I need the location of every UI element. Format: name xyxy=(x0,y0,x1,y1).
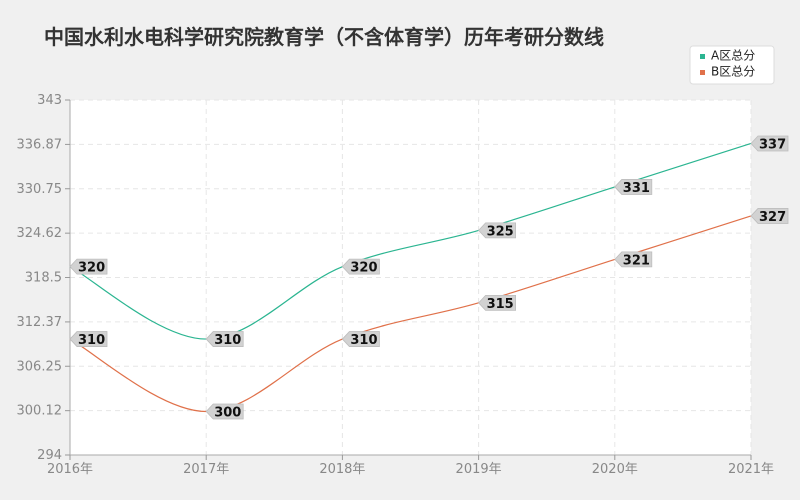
legend: A区总分 B区总分 xyxy=(689,45,775,85)
y-tick-label: 306.25 xyxy=(17,359,63,374)
legend-label: B区总分 xyxy=(711,65,755,79)
x-tick-label: 2019年 xyxy=(456,462,502,477)
data-label-text: 310 xyxy=(78,333,105,348)
data-label-bg xyxy=(614,179,653,195)
data-label-bg xyxy=(205,403,244,420)
data-label: 315 xyxy=(478,294,516,312)
legend-marker xyxy=(700,70,705,75)
data-label-text: 327 xyxy=(759,210,786,225)
x-tick-label: 2021年 xyxy=(728,462,774,477)
y-tick-label: 324.62 xyxy=(17,226,63,241)
data-label: 321 xyxy=(614,251,653,268)
x-tick-label: 2017年 xyxy=(183,462,229,477)
y-tick-label: 312.37 xyxy=(17,315,63,330)
data-label-bg xyxy=(750,135,789,152)
data-label-bg xyxy=(69,331,108,347)
data-label-text: 337 xyxy=(759,137,786,152)
data-label-text: 300 xyxy=(214,406,241,421)
data-label-text: 310 xyxy=(350,333,377,348)
x-axis-ticks: 2016年 2017年 2018年 2019年 2020年 2021年 xyxy=(47,455,774,477)
data-label-bg xyxy=(750,208,789,224)
legend-marker xyxy=(700,54,705,59)
y-tick-label: 336.87 xyxy=(17,137,63,152)
data-label-bg xyxy=(614,251,653,268)
y-tick-label: 330.75 xyxy=(17,182,63,197)
data-label: 310 xyxy=(341,331,380,348)
legend-box xyxy=(689,45,775,85)
data-label-text: 320 xyxy=(78,261,105,276)
data-label: 310 xyxy=(69,331,108,348)
data-label-text: 310 xyxy=(214,333,241,348)
data-label-bg xyxy=(205,331,244,347)
data-labels-group: 320 310 320 325 331 337 310 300 310 315 321 327 xyxy=(69,135,789,421)
data-label: 331 xyxy=(614,179,653,196)
y-tick-label: 294 xyxy=(37,448,62,463)
y-tick-label: 300.12 xyxy=(17,404,63,419)
data-label: 320 xyxy=(69,258,108,276)
x-tick-label: 2018年 xyxy=(319,462,365,477)
data-label: 337 xyxy=(750,135,789,152)
data-label: 327 xyxy=(750,208,789,225)
data-label-bg xyxy=(341,258,380,275)
data-label: 300 xyxy=(205,403,244,421)
data-label: 325 xyxy=(478,222,516,239)
data-label-text: 315 xyxy=(487,297,514,312)
data-label-text: 325 xyxy=(487,224,514,239)
data-label-text: 320 xyxy=(350,261,377,276)
data-label-bg xyxy=(341,331,380,347)
data-label: 310 xyxy=(205,331,244,348)
data-label-text: 321 xyxy=(623,253,650,268)
y-tick-label: 343 xyxy=(37,93,62,108)
y-axis-ticks: 294 300.12 306.25 312.37 318.5 324.62 330.75 33… xyxy=(17,93,70,463)
data-label-bg xyxy=(478,294,516,311)
chart-title: 中国水利水电科学研究院教育学（不含体育学）历年考研分数线 xyxy=(44,25,604,49)
data-label-bg xyxy=(478,222,516,239)
y-tick-label: 318.5 xyxy=(25,271,62,286)
legend-label: A区总分 xyxy=(711,49,755,63)
data-label-text: 331 xyxy=(623,181,650,196)
data-label: 320 xyxy=(341,258,380,276)
data-label-bg xyxy=(69,258,108,275)
x-tick-label: 2020年 xyxy=(592,462,638,477)
x-tick-label: 2016年 xyxy=(47,462,93,477)
